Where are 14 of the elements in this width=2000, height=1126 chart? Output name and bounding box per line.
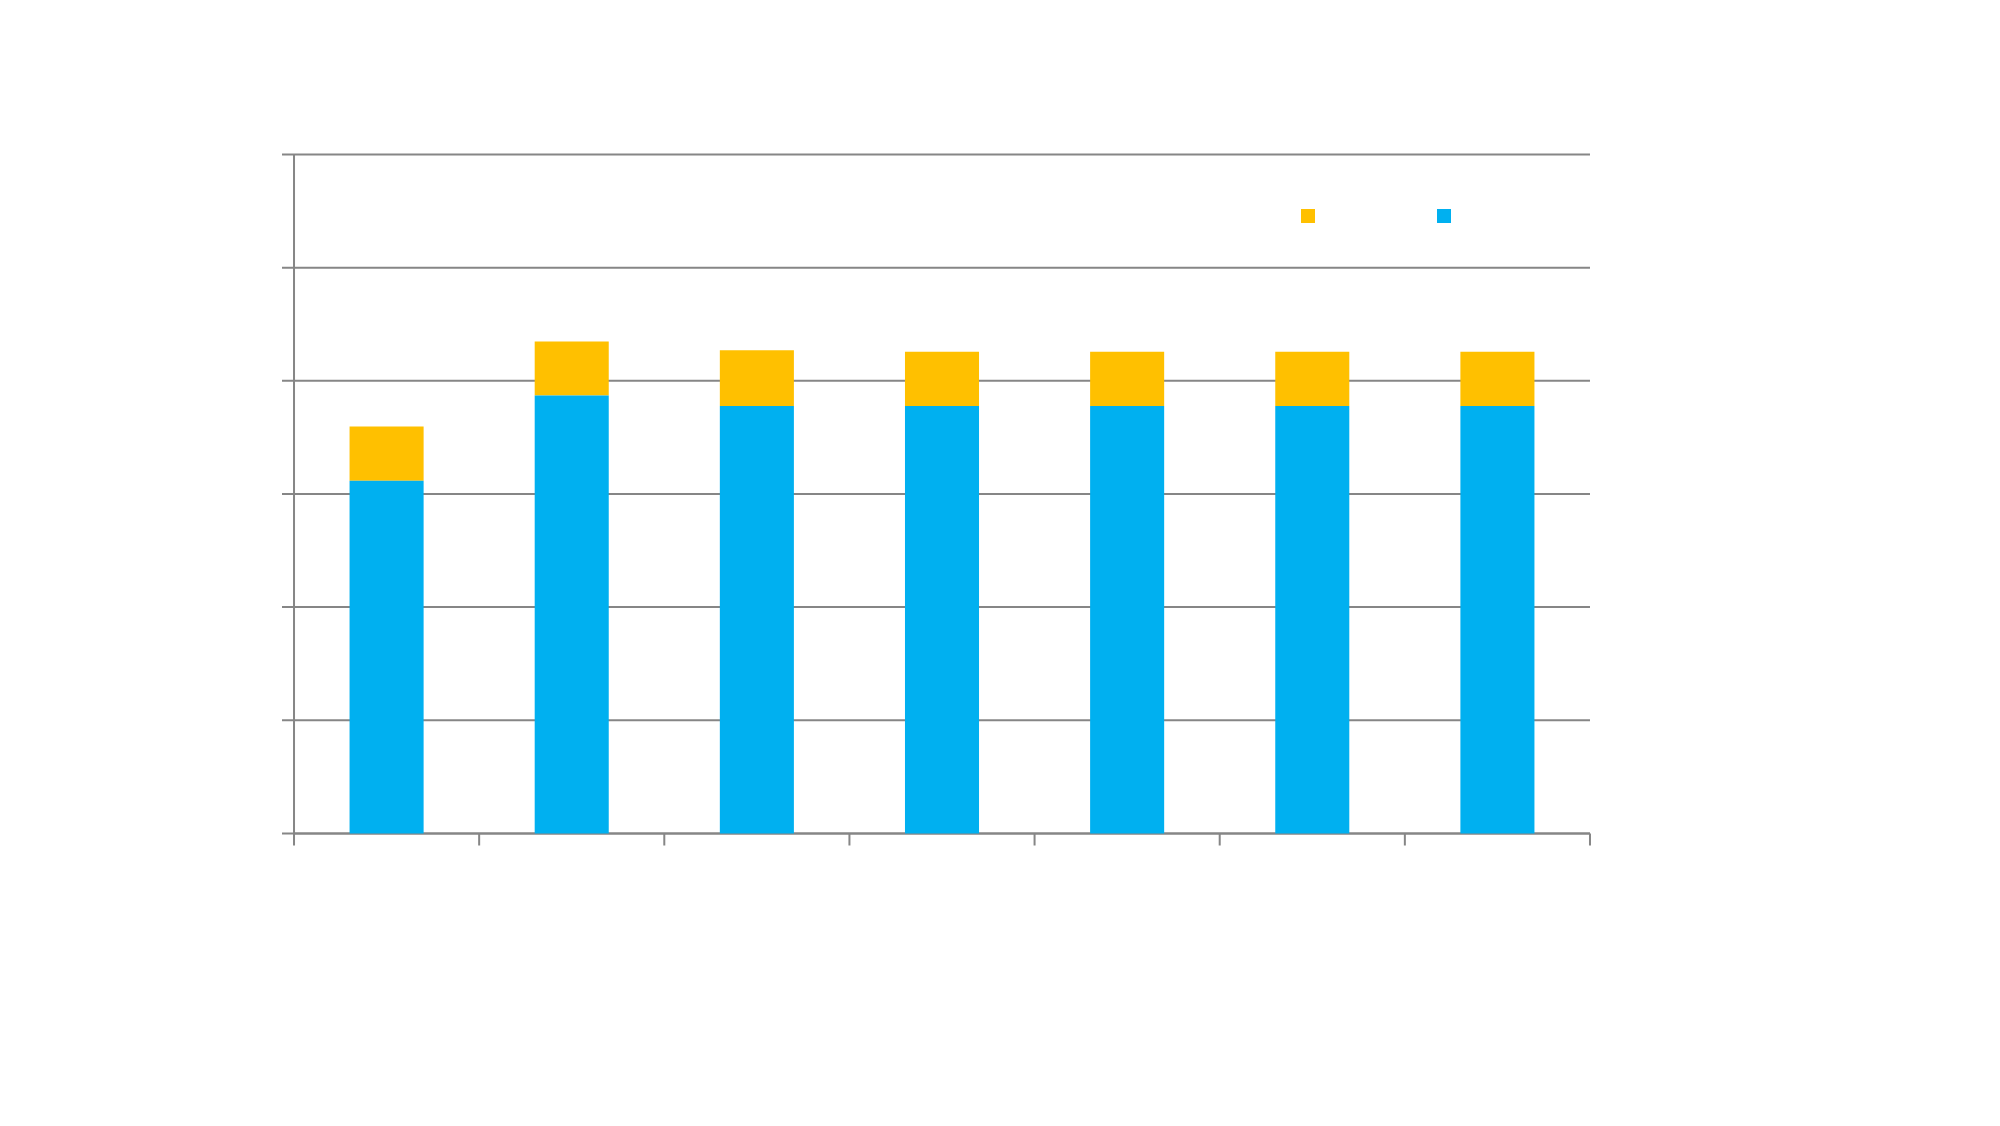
bar: [1090, 351, 1165, 406]
bar: [534, 395, 609, 834]
bar: [349, 480, 424, 834]
bar: [1275, 351, 1350, 406]
bar: [719, 350, 794, 406]
bar: [719, 405, 794, 834]
bar: [1275, 405, 1350, 834]
bar: [534, 341, 609, 396]
bar: [349, 426, 424, 481]
bar: [1460, 351, 1535, 406]
bar: [904, 405, 980, 834]
bar: [904, 351, 980, 406]
bar: [1460, 405, 1535, 834]
bar: [1090, 405, 1165, 834]
